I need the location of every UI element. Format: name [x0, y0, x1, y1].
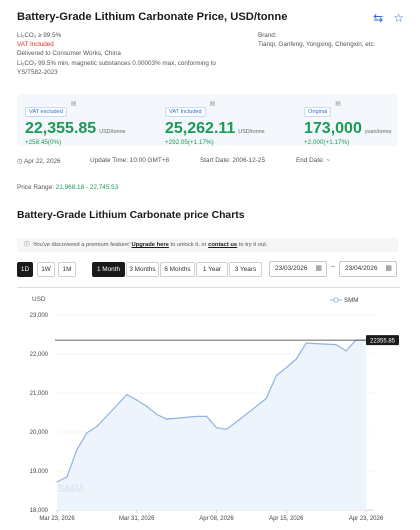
- spec-vat: VAT Included: [17, 41, 54, 49]
- price-unit: USD/tonne: [238, 129, 265, 135]
- price-tag: VAT excluded: [25, 107, 67, 117]
- x-tick-label: Apr 08, 2026: [199, 516, 234, 522]
- y-tick-label: 23,000: [30, 313, 49, 319]
- doc-icon[interactable]: ▤: [209, 101, 216, 107]
- price-range-label: Price Range:: [17, 184, 54, 191]
- date-separator: ~: [331, 264, 336, 271]
- price-range-value: 21,968.18 - 22,745.53: [55, 184, 119, 191]
- data-point: [166, 418, 168, 420]
- data-point: [345, 350, 347, 352]
- legend-marker: [333, 297, 339, 303]
- price-date: ◷ Apr 22, 2026: [17, 158, 61, 165]
- end-date: End Date: ~: [296, 157, 330, 164]
- price-unit: USD/tonne: [99, 129, 126, 135]
- data-point: [235, 421, 238, 423]
- data-point: [76, 448, 78, 451]
- doc-icon[interactable]: ▤: [70, 101, 77, 107]
- period-1-month-button[interactable]: 1 Month: [92, 262, 125, 277]
- current-price-label: 22355.85: [370, 338, 396, 344]
- data-point: [136, 399, 138, 401]
- y-axis-label: USD: [32, 296, 46, 303]
- series-area: [57, 340, 366, 510]
- premium-notice: ⓘ You've discovered a premium feature! U…: [17, 238, 398, 252]
- data-point: [156, 413, 158, 416]
- y-tick-label: 21,000: [30, 391, 49, 397]
- data-point: [146, 405, 148, 407]
- price-change: +258.45(0%): [25, 139, 62, 146]
- update-time: Update Time: 10:00 GMT+8: [90, 157, 170, 164]
- data-point: [335, 344, 337, 346]
- data-point: [86, 432, 88, 434]
- brand-info: Brand: Tianqi, Ganfeng, Yongxing, Chengx…: [258, 31, 378, 49]
- data-point: [265, 397, 267, 400]
- data-point: [56, 481, 58, 483]
- spec-purity: Li₂CO₃ ≥ 99.5%: [17, 32, 62, 39]
- data-point: [225, 428, 228, 430]
- price-vat-excluded: VAT excluded▤ 22,355.85 USD/tonne +258.45…: [25, 100, 126, 146]
- price-tag: VAT Included: [165, 107, 206, 117]
- clock-icon: ◷: [17, 158, 23, 165]
- data-point: [285, 367, 287, 369]
- date-from-input[interactable]: 23/03/2026 ▦: [269, 261, 327, 277]
- data-point: [275, 374, 277, 377]
- current-price-badge: [366, 335, 399, 346]
- period-3-years-button[interactable]: 3 Years: [229, 262, 262, 277]
- y-tick-label: 20,000: [30, 430, 49, 436]
- period-1-year-button[interactable]: 1 Year: [196, 262, 228, 277]
- price-unit: yuan/tonne: [364, 129, 392, 135]
- price-vat-included: VAT Included▤ 25,262.11 USD/tonne +292.05…: [165, 100, 265, 146]
- price-original: Original▤ 173,000 yuan/tonne +2,000(+1.17…: [304, 100, 392, 146]
- x-tick-label: Apr 23, 2026: [349, 516, 384, 522]
- spec-standard: Li₂CO₃ 99.5% min, magnetic substances 0.…: [17, 59, 216, 76]
- data-point: [66, 476, 68, 478]
- period-3-months-button[interactable]: 3 Months: [126, 262, 159, 277]
- price-range: Price Range: 21,968.18 - 22,745.53: [17, 184, 118, 191]
- price-value: 25,262.11: [165, 120, 236, 137]
- data-point: [96, 425, 98, 428]
- calendar-icon[interactable]: ▦: [385, 265, 392, 272]
- charts-title: Battery-Grade Lithium Carbonate price Ch…: [17, 210, 245, 221]
- doc-icon[interactable]: ▤: [335, 101, 341, 107]
- data-point: [215, 427, 218, 429]
- upgrade-link[interactable]: Upgrade here: [131, 242, 169, 248]
- brand-label: Brand:: [258, 32, 277, 39]
- x-tick-label: Mar 31, 2026: [119, 516, 155, 522]
- date-to-input[interactable]: 23/04/2026 ▦: [339, 261, 397, 277]
- x-tick-label: Mar 23, 2026: [39, 516, 75, 522]
- chart-frame: [17, 287, 400, 530]
- smm-watermark: SMM: [58, 483, 84, 495]
- granularity-1w-button[interactable]: 1W: [37, 262, 55, 277]
- calendar-icon[interactable]: ▦: [315, 265, 322, 272]
- info-icon: ⓘ: [24, 242, 30, 248]
- data-point: [205, 415, 208, 417]
- y-tick-label: 19,000: [30, 469, 49, 475]
- data-point: [195, 415, 198, 417]
- price-tag: Original: [304, 107, 332, 117]
- data-point: [295, 358, 297, 360]
- swap-arrows-icon[interactable]: ⇆: [373, 11, 384, 25]
- price-summary: VAT excluded▤ 22,355.85 USD/tonne +258.45…: [17, 94, 398, 146]
- granularity-1d-button[interactable]: 1D: [17, 262, 33, 277]
- price-value: 22,355.85: [25, 120, 97, 137]
- price-change: +2,000(+1.17%): [304, 139, 350, 146]
- x-tick-label: Apr 15, 2026: [269, 516, 304, 522]
- price-change: +292.05(+1.17%): [165, 139, 214, 146]
- contact-us-link[interactable]: contact us: [208, 242, 238, 248]
- star-outline-icon[interactable]: ☆: [393, 11, 404, 25]
- product-spec: Li₂CO₃ ≥ 99.5% VAT Included Delivered to…: [17, 31, 242, 77]
- price-value: 173,000: [304, 120, 362, 137]
- y-tick-label: 18,000: [30, 508, 49, 514]
- spec-delivery: Delivered to Consumer Works, China: [17, 50, 121, 58]
- data-point: [305, 342, 307, 344]
- y-tick-label: 22,000: [30, 352, 49, 358]
- page-title: Battery-Grade Lithium Carbonate Price, U…: [17, 11, 288, 23]
- granularity-1m-button[interactable]: 1M: [58, 262, 76, 277]
- period-6-months-button[interactable]: 6 Months: [160, 262, 195, 277]
- start-date: Start Date: 2006-12-25: [200, 157, 266, 164]
- legend-item-smm: SMM: [344, 297, 358, 304]
- data-point: [126, 393, 128, 396]
- brand-value: Tianqi, Ganfeng, Yongxing, Chengxin, etc…: [258, 41, 376, 49]
- series-line-smm: [56, 339, 366, 483]
